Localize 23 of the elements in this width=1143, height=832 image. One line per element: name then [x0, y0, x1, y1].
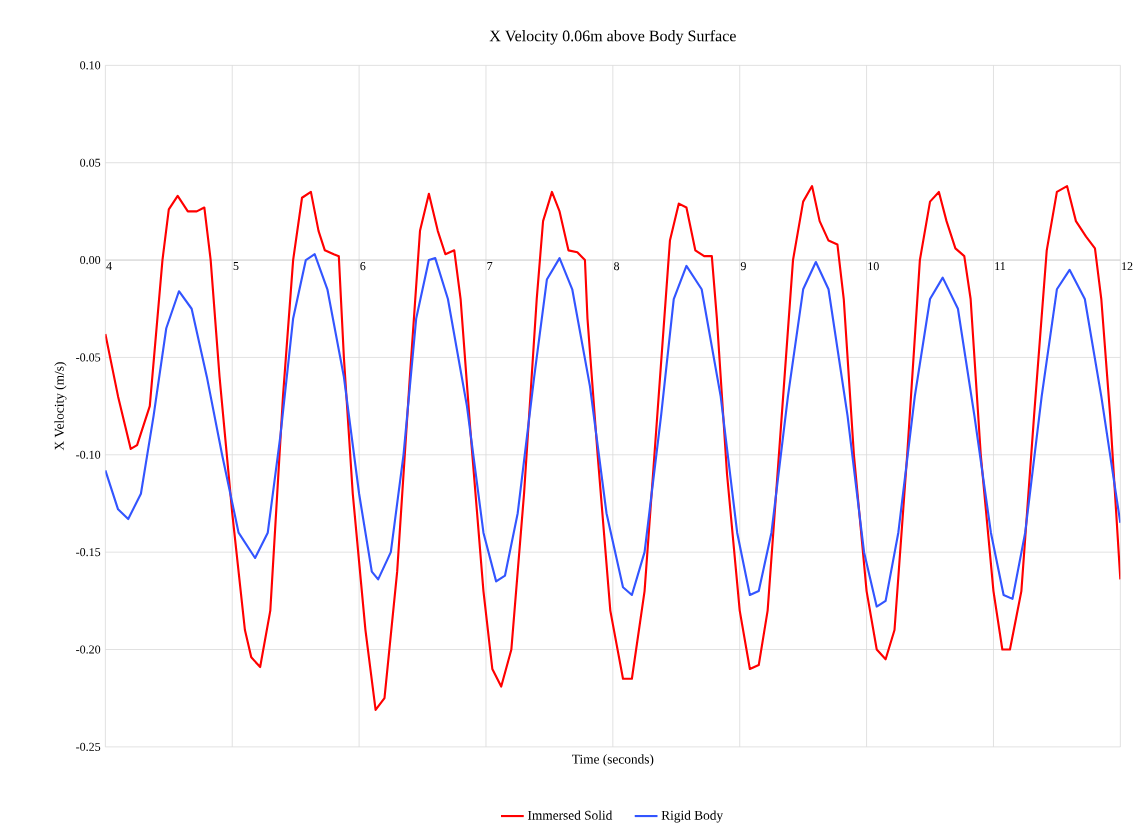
y-tick-label: -0.10: [76, 450, 101, 459]
y-tick-label: 0.05: [80, 158, 101, 167]
x-tick-label: 7: [487, 262, 493, 270]
x-tick-label: 5: [233, 262, 239, 270]
y-axis-title: X Velocity (m/s): [54, 362, 67, 451]
y-tick-label: 0.00: [80, 255, 101, 265]
x-tick-label: 8: [614, 262, 620, 271]
x-tick-label: 12: [1122, 262, 1133, 270]
y-tick-label: 0.10: [80, 61, 101, 70]
y-tick-label: -0.20: [76, 645, 101, 654]
legend-label: Immersed Solid: [527, 810, 613, 820]
x-tick-label: 6: [360, 262, 366, 271]
y-tick-label: -0.15: [76, 547, 101, 557]
x-tick-label: 9: [740, 262, 746, 271]
y-tick-label: -0.05: [76, 353, 101, 362]
legend-label: Rigid Body: [661, 810, 724, 823]
x-tick-label: 11: [995, 262, 1006, 270]
x-tick-label: 4: [106, 262, 112, 270]
y-tick-label: -0.25: [76, 742, 101, 751]
line-series: [105, 253, 1121, 608]
chart-title: X Velocity 0.06m above Body Surface: [489, 29, 736, 45]
x-axis-title: Time (seconds): [572, 754, 654, 767]
x-tick-label: 10: [868, 262, 879, 271]
